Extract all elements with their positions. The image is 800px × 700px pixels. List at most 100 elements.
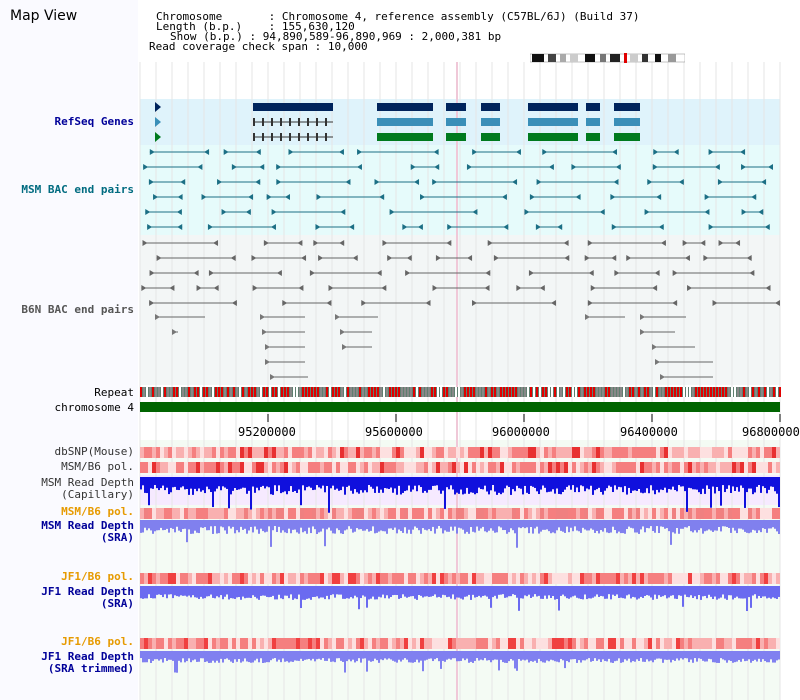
depth-bar <box>158 651 160 661</box>
depth-bar <box>180 586 182 596</box>
repeat-element <box>395 387 397 397</box>
depth-bar <box>688 586 690 598</box>
depth-bar <box>636 477 638 491</box>
heat-cell <box>356 508 360 519</box>
track-label-jf1-b6-pol[interactable]: JF1/B6 pol. <box>61 570 134 583</box>
depth-bar <box>660 520 662 527</box>
track-label-msm-bac[interactable]: MSM BAC end pairs <box>21 183 134 196</box>
heat-cell <box>344 447 348 458</box>
heat-cell <box>424 508 428 519</box>
depth-bar <box>142 477 144 486</box>
track-label-chromosome[interactable]: chromosome 4 <box>54 401 134 414</box>
heat-cell <box>172 508 176 519</box>
heat-cell <box>436 573 440 584</box>
depth-bar <box>446 586 448 598</box>
heat-cell <box>268 638 272 649</box>
depth-bar <box>340 586 342 595</box>
repeat-element <box>428 387 430 397</box>
track-label-jf1-b6-pol-2[interactable]: JF1/B6 pol. <box>61 635 134 648</box>
heat-cell <box>308 573 312 584</box>
heat-cell <box>520 638 524 649</box>
heat-cell <box>208 447 212 458</box>
heat-cell <box>768 447 772 458</box>
depth-bar <box>456 651 458 662</box>
heat-cell <box>640 508 644 519</box>
depth-bar <box>734 586 736 598</box>
heat-cell <box>432 573 436 584</box>
heat-cell <box>276 462 280 473</box>
depth-bar <box>374 586 376 600</box>
depth-bar <box>742 651 744 659</box>
heat-cell <box>152 573 156 584</box>
heat-cell <box>656 447 660 458</box>
heat-cell <box>740 573 744 584</box>
heat-cell <box>536 508 540 519</box>
depth-bar <box>432 477 434 486</box>
depth-bar <box>504 477 506 489</box>
depth-bar <box>344 477 346 495</box>
track-label-refseq-genes[interactable]: RefSeq Genes <box>54 115 134 128</box>
repeat-element <box>398 387 400 397</box>
depth-bar <box>752 477 754 495</box>
depth-bar <box>638 586 640 599</box>
depth-bar <box>662 651 664 663</box>
bac-end-marker <box>313 240 319 246</box>
heat-cell <box>276 508 280 519</box>
bac-end-marker <box>147 224 153 230</box>
depth-bar <box>480 651 482 660</box>
repeat-element <box>194 387 196 397</box>
depth-bar <box>644 651 646 662</box>
depth-bar <box>652 586 654 600</box>
depth-bar <box>276 477 278 492</box>
depth-bar <box>448 520 450 532</box>
repeat-element <box>674 387 676 397</box>
heat-cell <box>436 508 440 519</box>
depth-bar <box>514 651 516 669</box>
track-label-repeat[interactable]: Repeat <box>94 386 134 399</box>
track-label-msm-read-depth-sra[interactable]: MSM Read Depth (SRA) <box>41 520 134 544</box>
depth-bar <box>324 586 326 600</box>
heat-cell <box>596 638 600 649</box>
heat-cell <box>728 573 732 584</box>
depth-bar <box>276 651 278 662</box>
depth-bar <box>156 586 158 595</box>
depth-bar <box>552 586 554 597</box>
heat-cell <box>308 508 312 519</box>
bac-end-marker <box>285 194 291 200</box>
depth-bar <box>620 477 622 488</box>
heat-cell <box>308 447 312 458</box>
depth-bar <box>194 586 196 598</box>
track-label-jf1-read-depth-sra[interactable]: JF1 Read Depth (SRA) <box>41 586 134 610</box>
repeat-element <box>293 387 295 397</box>
chromosome-ideogram[interactable] <box>529 52 686 64</box>
heat-cell <box>620 462 624 473</box>
bac-end-marker <box>263 240 269 246</box>
depth-bar <box>642 477 644 494</box>
bac-end-marker <box>446 240 452 246</box>
heat-cell <box>344 638 348 649</box>
bac-end-marker <box>276 270 282 276</box>
repeat-element <box>464 387 466 397</box>
heat-cell <box>652 573 656 584</box>
heat-cell <box>240 462 244 473</box>
depth-bar <box>708 651 710 659</box>
heat-cell <box>472 508 476 519</box>
track-label-msm-read-depth-capillary[interactable]: MSM Read Depth (Capillary) <box>41 477 134 501</box>
repeat-element <box>779 387 781 397</box>
depth-bar <box>754 477 756 493</box>
heat-cell <box>156 573 160 584</box>
track-label-jf1-read-depth-trimmed[interactable]: JF1 Read Depth (SRA trimmed) <box>41 651 134 675</box>
track-label-msm-b6-pol[interactable]: MSM/B6 pol. <box>61 460 134 473</box>
repeat-element <box>677 387 679 397</box>
depth-bar <box>280 651 282 663</box>
heat-cell <box>480 508 484 519</box>
depth-bar <box>306 651 308 660</box>
track-label-b6n-bac[interactable]: B6N BAC end pairs <box>21 303 134 316</box>
track-label-msm-b6-pol-2[interactable]: MSM/B6 pol. <box>61 505 134 518</box>
depth-bar <box>250 477 252 510</box>
repeat-element <box>704 387 706 397</box>
track-label-dbsnp[interactable]: dbSNP(Mouse) <box>54 445 134 458</box>
depth-bar <box>626 651 628 661</box>
depth-bar <box>484 586 486 596</box>
